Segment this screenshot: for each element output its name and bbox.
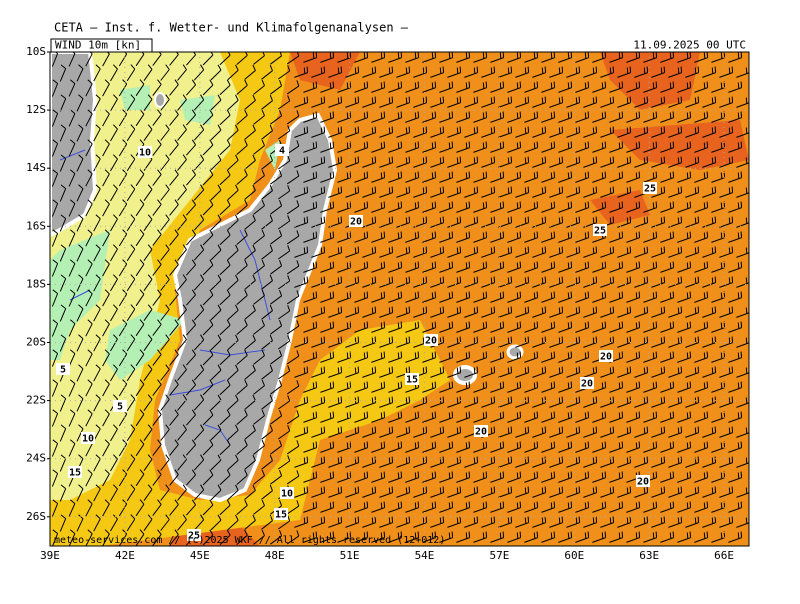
contour-label: 25 bbox=[188, 531, 200, 542]
contour-label-bg bbox=[474, 425, 488, 437]
lon-label: 66E bbox=[714, 549, 734, 562]
contour-label: 4 bbox=[279, 146, 285, 157]
footer: meteo-services.com // (c)2025 WKF // All… bbox=[54, 535, 445, 546]
lon-label: 57E bbox=[489, 549, 509, 562]
lat-label: 22S bbox=[26, 394, 46, 407]
contour-label: 25 bbox=[644, 184, 656, 195]
contour-label-bg bbox=[113, 400, 127, 412]
contour-label-bg bbox=[643, 182, 657, 194]
contour-label-bg bbox=[138, 146, 152, 158]
contour-label: 15 bbox=[406, 375, 418, 386]
contour-label-bg bbox=[599, 350, 613, 362]
lat-label: 10S bbox=[26, 45, 46, 58]
contour-label: 25 bbox=[594, 226, 606, 237]
contour-label-bg bbox=[593, 224, 607, 236]
wind-10-15 bbox=[50, 52, 300, 500]
wind-5-10 bbox=[50, 85, 280, 380]
lon-label: 51E bbox=[340, 549, 360, 562]
contour-label: 20 bbox=[600, 352, 612, 363]
axis-labels: 10S 12S 14S 16S 18S 20S 22S 24S 26S 39E 42E 45E 48E 5… bbox=[26, 45, 734, 562]
contour-label-bg bbox=[81, 432, 95, 444]
comoros-land bbox=[154, 92, 166, 108]
contour-label-bg bbox=[68, 466, 82, 478]
lon-label: 54E bbox=[415, 549, 435, 562]
contour-label-bg bbox=[424, 334, 438, 346]
contour-label: 20 bbox=[425, 336, 437, 347]
lat-label: 16S bbox=[26, 219, 46, 232]
field-box bbox=[50, 38, 153, 53]
contour-label-bg bbox=[580, 377, 594, 389]
valid-time: 11.09.2025 00 UTC bbox=[633, 39, 746, 52]
wind-barbs bbox=[51, 52, 749, 546]
contour-label: 20 bbox=[637, 477, 649, 488]
contour-label: 10 bbox=[139, 148, 151, 159]
lon-label: 45E bbox=[190, 549, 210, 562]
contour-label-bg bbox=[405, 373, 419, 385]
contour-label: 20 bbox=[475, 427, 487, 438]
contour-label-bg bbox=[274, 508, 288, 520]
lon-label: 60E bbox=[564, 549, 584, 562]
contour-label: 5 bbox=[60, 365, 66, 376]
map-frame bbox=[49, 51, 750, 547]
map-title: CETA — Inst. f. Wetter- und Klimafolgena… bbox=[54, 21, 409, 35]
contour-label: 20 bbox=[350, 217, 362, 228]
field-label: WIND 10m [kn] bbox=[55, 39, 141, 52]
lat-label: 18S bbox=[26, 277, 46, 290]
lat-label: 20S bbox=[26, 336, 46, 349]
contour-label-bg bbox=[636, 475, 650, 487]
lon-label: 63E bbox=[639, 549, 659, 562]
africa-land bbox=[50, 52, 98, 238]
contour-label: 20 bbox=[581, 379, 593, 390]
contour-label-bg bbox=[280, 487, 294, 499]
contour-label: 15 bbox=[275, 510, 287, 521]
lat-label: 26S bbox=[26, 510, 46, 523]
contour-label: 5 bbox=[117, 402, 123, 413]
contour-label-bg bbox=[56, 363, 70, 375]
lon-label: 42E bbox=[115, 549, 135, 562]
contour-label-bg bbox=[187, 529, 201, 541]
contour-label-bg bbox=[349, 215, 363, 227]
lat-label: 24S bbox=[26, 452, 46, 465]
lon-label: 48E bbox=[265, 549, 285, 562]
contour-label: 15 bbox=[69, 468, 81, 479]
contour-label-bg bbox=[275, 144, 289, 156]
lon-label: 39E bbox=[40, 549, 60, 562]
lat-label: 14S bbox=[26, 161, 46, 174]
lat-label: 12S bbox=[26, 103, 46, 116]
contour-label: 10 bbox=[281, 489, 293, 500]
map-area: 10 25 25 20 20 15 20 20 20 20 10 15 5 5 10 15 25 4 bbox=[50, 52, 749, 546]
mauritius-land bbox=[506, 344, 524, 360]
contour-label: 10 bbox=[82, 434, 94, 445]
